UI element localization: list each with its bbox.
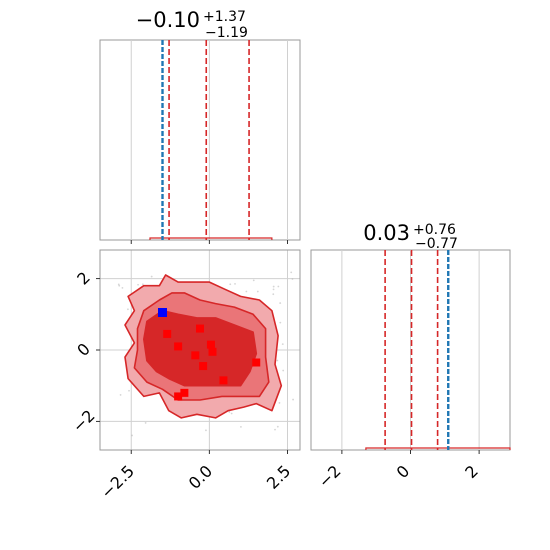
red-marker [196,324,204,333]
sample-dot [252,279,255,282]
sample-dot [290,271,293,274]
x-tick-label: 0 [393,461,414,482]
y-tick-label: 2 [73,268,94,289]
x-tick-label: 2 [461,461,482,482]
sample-dot [256,290,259,293]
red-marker [199,362,208,371]
sample-dot [127,308,129,311]
title-median: 0.03 [363,221,410,245]
sample-dot [245,290,248,293]
sample-dot [279,321,282,324]
sample-dot [234,282,236,285]
histogram [149,237,273,240]
sample-dot [229,283,232,286]
joint-2d-panel: −2.5 0.0 2.5 −2 0 2 [69,249,301,502]
sample-dot [276,425,279,428]
title-plus: +0.76 [413,222,456,238]
marker-points [163,324,261,401]
quantile-lines [168,40,250,240]
sample-dot [276,359,279,362]
red-marker [174,392,183,401]
red-marker [219,376,228,385]
title-plus: +1.37 [203,9,246,25]
sample-dot [118,284,121,287]
grid-lines [130,40,288,240]
red-marker [208,347,217,356]
histogram-step [149,237,273,240]
axis-ticks: −2 0 2 [315,450,482,492]
sample-dot [144,422,147,424]
grid-lines [341,250,480,450]
sample-dot [240,425,242,428]
sample-dot [119,394,122,396]
sample-dot [150,275,153,278]
sample-dot [292,398,294,401]
axis-ticks [130,240,288,244]
red-marker [191,351,200,360]
panel-frame [99,39,301,241]
sample-dot [230,412,233,415]
red-marker [252,358,261,367]
y-tick-label: 0 [73,339,94,360]
x-tick-label: 2.5 [263,461,294,492]
y-tick-label: −2 [69,406,99,436]
sample-dot [205,429,207,432]
sample-dot [279,302,282,304]
sample-dot [228,411,231,413]
sample-dot [131,434,133,437]
quantile-lines [384,250,439,450]
x-tick-label: 0.0 [185,461,216,492]
sample-dot [128,389,130,392]
red-marker [163,329,172,338]
x-tick-label: −2.5 [97,461,138,502]
contour-inner [143,309,258,387]
title-median: −0.10 [136,8,200,32]
param-1-marginal-panel: −0.10 +1.37 −1.19 [99,8,301,244]
truth-point [158,308,167,317]
title-minus: −0.77 [415,236,458,252]
sample-dot [137,283,139,286]
sample-dot [272,293,275,296]
param-2-marginal-panel: −2 0 2 0.03 +0.76 −0.77 [310,221,511,492]
sample-dot [121,286,124,289]
sample-dot [282,369,285,372]
sample-dot [274,428,276,431]
truth-marker [158,308,167,317]
red-marker [206,340,215,349]
sample-dot [272,288,275,291]
sample-dot [272,285,275,288]
sample-dot [281,343,284,346]
sample-dot [278,402,281,404]
title-minus: −1.19 [205,25,248,41]
sample-dot [291,278,294,280]
x-tick-label: −2 [315,461,345,491]
sample-dot [141,283,144,286]
sample-dot [277,285,280,288]
red-marker [180,388,189,397]
red-marker [174,342,183,351]
